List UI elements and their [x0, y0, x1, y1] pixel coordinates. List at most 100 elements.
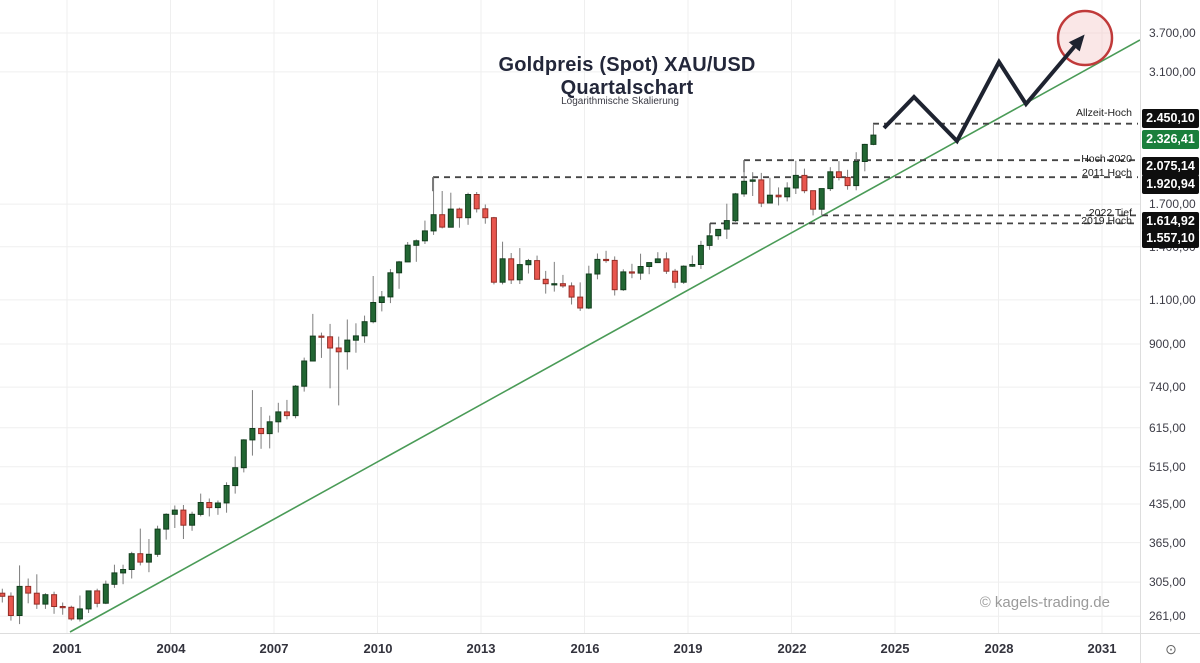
candle — [439, 191, 446, 229]
candle — [706, 223, 713, 250]
candle — [145, 539, 152, 573]
candle — [646, 262, 653, 275]
current-price-badge: 2.326,41 — [1142, 130, 1199, 149]
candle — [249, 390, 256, 456]
candle — [154, 525, 161, 557]
y-axis-tick: 305,00 — [1149, 575, 1186, 589]
candle — [715, 228, 722, 240]
candle — [171, 505, 178, 528]
candle — [516, 248, 523, 284]
candle — [628, 263, 635, 279]
candle — [240, 439, 247, 473]
candle — [102, 580, 109, 605]
candle — [585, 265, 592, 310]
candle — [482, 204, 489, 224]
x-axis-tick: 2007 — [259, 641, 289, 656]
candle — [447, 192, 454, 228]
candle — [870, 123, 877, 146]
candle — [344, 319, 351, 370]
candle — [197, 493, 204, 517]
projection-zigzag-arrow[interactable] — [882, 34, 1085, 145]
level-label: Allzeit-Hoch — [1076, 107, 1132, 119]
candle — [120, 564, 127, 585]
y-axis-tick: 365,00 — [1149, 536, 1186, 550]
support-trendline — [69, 39, 1140, 633]
candle — [387, 269, 394, 304]
price-level-badge: 1.557,10 — [1142, 229, 1199, 248]
x-axis-tick: 2016 — [570, 641, 600, 656]
price-level-badge: 1.920,94 — [1142, 175, 1199, 194]
candle — [577, 282, 584, 311]
x-axis-tick: 2010 — [363, 641, 393, 656]
candle — [0, 588, 6, 603]
y-axis-tick: 1.700,00 — [1149, 197, 1196, 211]
candle — [723, 203, 730, 239]
candle — [352, 323, 359, 353]
x-axis-tick: 2004 — [156, 641, 186, 656]
candle — [275, 402, 282, 433]
candle — [163, 513, 170, 540]
candle — [206, 498, 213, 517]
x-axis-tick: 2025 — [880, 641, 910, 656]
x-axis-tick: 2031 — [1087, 641, 1117, 656]
candle — [456, 207, 463, 228]
candle — [672, 268, 679, 289]
candle — [835, 161, 842, 181]
candle — [413, 239, 420, 262]
candle — [33, 574, 40, 609]
candle — [853, 152, 860, 191]
candle — [534, 255, 541, 280]
candle — [309, 313, 316, 362]
candle — [223, 482, 230, 513]
candle — [490, 216, 497, 285]
candle — [844, 169, 851, 190]
y-axis-tick: 515,00 — [1149, 460, 1186, 474]
level-label: 2019 Hoch — [1081, 215, 1132, 227]
candle — [775, 187, 782, 206]
candle — [301, 357, 308, 392]
price-level-badge: 1.614,92 — [1142, 212, 1199, 231]
price-scale-settings-icon[interactable]: ⊙ — [1165, 640, 1177, 657]
level-label: Hoch 2020 — [1081, 153, 1132, 165]
gridlines — [0, 0, 1140, 633]
candle — [861, 143, 868, 172]
candle — [568, 282, 575, 305]
time-axis[interactable]: 2001 2004 2007 2010 2013 2016 2019 2022 2025 2028… — [0, 633, 1140, 663]
candle — [16, 565, 23, 625]
y-axis-tick: 1.100,00 — [1149, 293, 1196, 307]
y-axis-tick: 3.100,00 — [1149, 65, 1196, 79]
candle — [818, 188, 825, 216]
candle — [25, 578, 32, 604]
price-level-badge: 2.075,14 — [1142, 157, 1199, 176]
candle — [232, 456, 239, 494]
candle — [465, 192, 472, 225]
candle — [827, 167, 834, 191]
candlestick-chart-canvas[interactable]: Allzeit-Hoch Hoch 2020 2011 Hoch 2022 Tief2… — [0, 0, 1140, 633]
x-axis-tick: 2001 — [52, 641, 82, 656]
candle — [258, 407, 265, 449]
candle — [611, 256, 618, 296]
candle — [499, 241, 506, 285]
x-axis-tick: 2013 — [466, 641, 496, 656]
candle — [654, 252, 661, 264]
candle — [749, 172, 756, 196]
candle — [327, 323, 334, 389]
x-axis-tick: 2022 — [777, 641, 807, 656]
candle — [189, 511, 196, 531]
candlestick-series — [0, 123, 877, 625]
candle — [810, 190, 817, 216]
candle — [180, 505, 187, 539]
candle — [689, 255, 696, 267]
candle — [663, 252, 670, 274]
candle — [85, 590, 92, 613]
candle — [68, 605, 75, 621]
y-axis-tick: 740,00 — [1149, 380, 1186, 394]
candle — [766, 177, 773, 204]
candle — [551, 261, 558, 292]
price-axis[interactable]: 3.700,003.100,001.700,001.400,001.100,00… — [1140, 0, 1200, 633]
y-axis-tick: 900,00 — [1149, 337, 1186, 351]
candle — [59, 602, 66, 615]
level-label: 2022 Tief — [1089, 207, 1132, 219]
candle — [76, 595, 83, 622]
